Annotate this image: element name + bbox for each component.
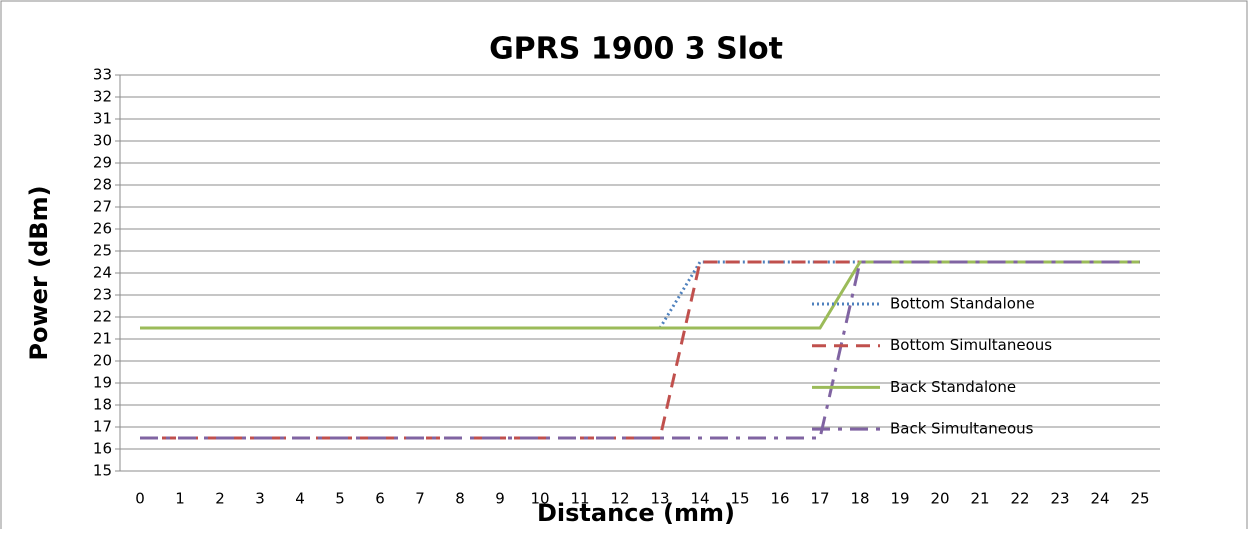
x-tick-label: 20 xyxy=(930,490,949,508)
y-tick-label: 26 xyxy=(93,220,112,238)
legend-label: Bottom Standalone xyxy=(890,295,1035,313)
series-line xyxy=(140,260,1140,330)
y-tick-label: 23 xyxy=(93,286,112,304)
x-tick-label: 5 xyxy=(335,490,345,508)
series-line xyxy=(140,260,1140,440)
y-tick-label: 15 xyxy=(93,462,112,480)
y-tick-label: 31 xyxy=(93,110,112,128)
y-tick-label: 18 xyxy=(93,396,112,414)
x-tick-label: 19 xyxy=(890,490,909,508)
x-tick-label: 14 xyxy=(690,490,709,508)
x-tick-label: 8 xyxy=(455,490,465,508)
x-tick-label: 7 xyxy=(415,490,425,508)
x-tick-label: 2 xyxy=(215,490,225,508)
legend-label: Bottom Simultaneous xyxy=(890,336,1052,354)
y-tick-label: 24 xyxy=(93,264,112,282)
x-tick-label: 22 xyxy=(1010,490,1029,508)
x-tick-label: 21 xyxy=(970,490,989,508)
y-tick-label: 19 xyxy=(93,374,112,392)
x-tick-label: 23 xyxy=(1050,490,1069,508)
y-tick-label: 22 xyxy=(93,308,112,326)
y-tick-label: 32 xyxy=(93,88,112,106)
x-tick-label: 15 xyxy=(730,490,749,508)
y-tick-label: 17 xyxy=(93,418,112,436)
x-tick-label: 16 xyxy=(770,490,789,508)
x-tick-label: 12 xyxy=(610,490,629,508)
y-tick-label: 33 xyxy=(93,66,112,84)
x-tick-label: 6 xyxy=(375,490,385,508)
x-tick-label: 18 xyxy=(850,490,869,508)
x-tick-label: 17 xyxy=(810,490,829,508)
y-axis-label: Power (dBm) xyxy=(25,185,53,360)
legend-label: Back Standalone xyxy=(890,378,1016,396)
x-tick-label: 1 xyxy=(175,490,185,508)
x-tick-label: 9 xyxy=(495,490,505,508)
x-tick-label: 11 xyxy=(570,490,589,508)
y-tick-label: 16 xyxy=(93,440,112,458)
x-axis-label: Distance (mm) xyxy=(537,499,735,527)
x-tick-label: 13 xyxy=(650,490,669,508)
y-tick-label: 20 xyxy=(93,352,112,370)
chart-title: GPRS 1900 3 Slot xyxy=(489,32,783,67)
y-tick-label: 28 xyxy=(93,176,112,194)
y-tick-label: 25 xyxy=(93,242,112,260)
x-tick-label: 3 xyxy=(255,490,265,508)
y-tick-label: 30 xyxy=(93,132,112,150)
y-tick-label: 21 xyxy=(93,330,112,348)
x-tick-label: 4 xyxy=(295,490,305,508)
x-tick-label: 0 xyxy=(135,490,145,508)
y-tick-label: 29 xyxy=(93,154,112,172)
x-tick-label: 10 xyxy=(530,490,549,508)
legend-label: Back Simultaneous xyxy=(890,420,1034,438)
x-tick-label: 25 xyxy=(1130,490,1149,508)
y-tick-label: 27 xyxy=(93,198,112,216)
x-tick-label: 24 xyxy=(1090,490,1109,508)
